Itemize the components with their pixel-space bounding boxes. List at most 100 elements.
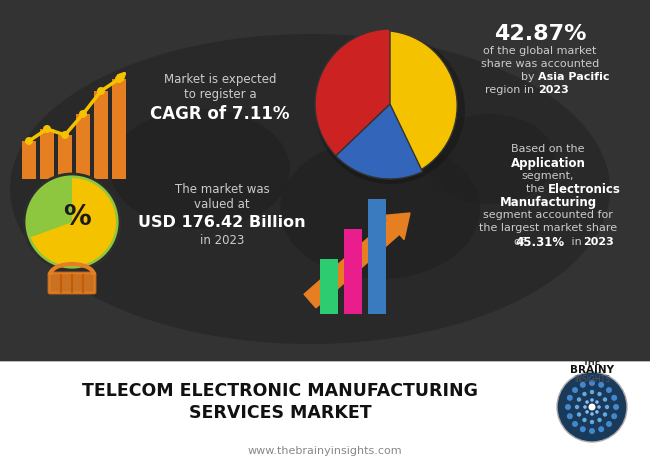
Bar [94,91,108,179]
Circle shape [115,75,123,83]
Circle shape [589,428,595,434]
Circle shape [24,174,120,270]
Wedge shape [315,29,390,156]
Circle shape [595,400,599,404]
Text: BRAINY: BRAINY [570,365,614,375]
Text: in 2023: in 2023 [200,234,244,247]
Circle shape [595,410,599,414]
Wedge shape [390,34,465,177]
Bar [58,135,72,179]
Text: The market was: The market was [175,182,269,196]
Wedge shape [336,104,422,179]
Circle shape [611,395,617,401]
Text: segment accounted for: segment accounted for [483,210,613,220]
Circle shape [580,426,586,432]
Circle shape [613,404,619,410]
Text: region in: region in [486,85,538,95]
Wedge shape [315,34,390,161]
Circle shape [583,405,587,409]
Bar [22,141,36,179]
FancyBboxPatch shape [49,273,95,293]
Circle shape [590,390,594,394]
Circle shape [577,397,581,402]
Text: Electronics: Electronics [548,182,621,196]
FancyArrow shape [304,213,410,308]
Circle shape [25,137,33,145]
Text: Application: Application [510,157,586,169]
Text: the largest market share: the largest market share [479,223,617,233]
Circle shape [597,405,601,409]
Text: the: the [526,184,548,194]
Circle shape [582,392,587,396]
Text: Asia Pacific: Asia Pacific [538,72,610,82]
Circle shape [585,400,589,404]
Circle shape [589,380,595,386]
Text: 45.31%: 45.31% [515,235,565,249]
Bar [368,199,386,314]
Circle shape [597,418,602,422]
Text: SERVICES MARKET: SERVICES MARKET [188,404,371,422]
Ellipse shape [110,109,290,229]
Ellipse shape [425,114,555,204]
Wedge shape [382,30,457,173]
Text: of: of [514,237,528,247]
Circle shape [79,110,87,118]
Text: TELECOM ELECTRONIC MANUFACTURING: TELECOM ELECTRONIC MANUFACTURING [82,382,478,400]
Text: of the global market: of the global market [484,46,597,56]
Wedge shape [31,178,116,266]
Text: USD 176.42 Billion: USD 176.42 Billion [138,214,306,229]
Circle shape [572,387,578,393]
Text: by: by [521,72,538,82]
Circle shape [588,403,595,410]
Circle shape [43,125,51,133]
Bar [40,129,54,179]
Circle shape [606,387,612,393]
Text: valued at: valued at [194,197,250,211]
Text: Based on the: Based on the [512,144,585,154]
Ellipse shape [280,139,480,279]
Circle shape [606,421,612,427]
Text: Manufacturing: Manufacturing [499,196,597,209]
Circle shape [598,426,604,432]
Text: 2023: 2023 [583,237,614,247]
Circle shape [572,421,578,427]
Circle shape [567,413,573,419]
Bar [320,259,338,314]
Circle shape [577,412,581,416]
Circle shape [97,87,105,95]
Circle shape [567,395,573,401]
Text: INSIGHTS: INSIGHTS [574,375,610,384]
Bar [0,361,650,469]
Bar [0,361,650,362]
Circle shape [575,405,579,409]
Text: 42.87%: 42.87% [494,24,586,44]
Bar [344,229,362,314]
Circle shape [611,413,617,419]
Text: share was accounted: share was accounted [481,59,599,69]
Circle shape [603,412,607,416]
Text: CAGR of 7.11%: CAGR of 7.11% [150,105,290,123]
Text: Market is expected: Market is expected [164,73,276,85]
Text: THE: THE [583,357,601,366]
Text: segment,: segment, [522,171,574,181]
Circle shape [565,404,571,410]
Bar [76,114,90,179]
Circle shape [597,392,602,396]
Circle shape [598,382,604,388]
Circle shape [604,405,609,409]
Circle shape [590,412,594,416]
Circle shape [582,418,587,422]
Circle shape [603,397,607,402]
Circle shape [557,372,627,442]
Text: in: in [568,237,585,247]
Circle shape [585,410,589,414]
Circle shape [580,382,586,388]
Text: to register a: to register a [184,88,256,100]
Circle shape [590,420,594,424]
Text: %: % [63,203,91,231]
Circle shape [61,131,69,139]
Bar [112,79,126,179]
Ellipse shape [10,34,610,344]
Text: www.thebrainyinsights.com: www.thebrainyinsights.com [248,446,402,456]
Wedge shape [336,109,422,184]
